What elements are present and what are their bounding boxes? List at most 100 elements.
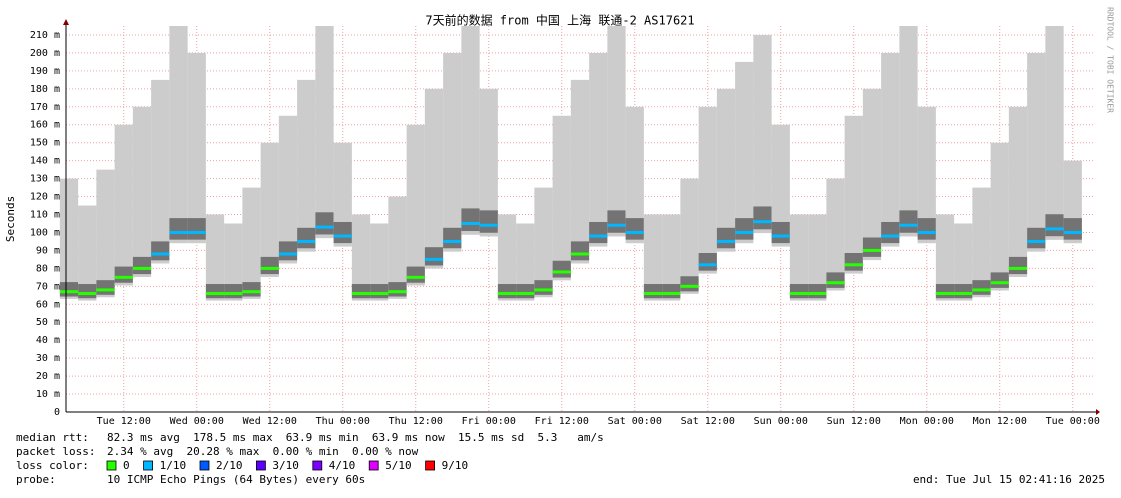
smoke-core bbox=[132, 256, 152, 275]
chart-title: 7天前的数据 from 中国 上海 联通-2 AS17621 bbox=[425, 13, 694, 28]
smoke-core bbox=[808, 284, 827, 299]
smoke bbox=[917, 106, 936, 244]
smoke bbox=[954, 223, 973, 301]
smoke bbox=[278, 115, 298, 264]
median bbox=[132, 266, 152, 270]
legend-label: 2/10 bbox=[216, 459, 243, 472]
median bbox=[260, 266, 279, 270]
probe-text: 10 ICMP Echo Pings (64 Bytes) every 60s bbox=[107, 473, 365, 486]
median bbox=[662, 292, 681, 296]
y-tick-label: 180 m bbox=[30, 84, 60, 95]
median bbox=[844, 263, 863, 267]
y-tick-label: 0 bbox=[54, 407, 60, 418]
legend-swatch bbox=[199, 460, 210, 471]
plot bbox=[59, 26, 1093, 413]
x-tick-label: Mon 00:00 bbox=[900, 416, 954, 427]
smoke-core bbox=[516, 284, 535, 299]
legend-label: loss color: bbox=[16, 459, 89, 472]
smoke-core bbox=[1008, 256, 1028, 275]
smoke bbox=[862, 88, 882, 261]
median bbox=[881, 234, 900, 238]
smoke-core bbox=[315, 212, 334, 235]
smoke bbox=[735, 61, 754, 244]
x-tick-label: Sun 00:00 bbox=[754, 416, 808, 427]
smoke-core bbox=[205, 284, 225, 299]
median bbox=[607, 223, 626, 227]
smoke bbox=[881, 52, 900, 247]
legend-swatch bbox=[255, 460, 266, 471]
median bbox=[789, 292, 809, 296]
median bbox=[735, 230, 754, 234]
y-tick-label: 110 m bbox=[30, 210, 60, 221]
y-tick-label: 30 m bbox=[36, 353, 60, 364]
smoke bbox=[333, 142, 352, 247]
median bbox=[771, 234, 790, 238]
smoke bbox=[297, 79, 316, 252]
smoke-core bbox=[370, 284, 389, 299]
median bbox=[534, 288, 553, 292]
median bbox=[333, 234, 352, 238]
y-tick-label: 20 m bbox=[36, 371, 60, 382]
smoke bbox=[899, 26, 918, 237]
smoke bbox=[242, 187, 261, 299]
legend-label: 1/10 bbox=[160, 459, 187, 472]
smoke bbox=[315, 26, 334, 239]
smoke bbox=[132, 106, 152, 277]
median bbox=[461, 221, 480, 225]
smoke bbox=[169, 26, 188, 244]
smoke-core bbox=[826, 272, 845, 288]
smoke-core bbox=[406, 266, 425, 283]
y-tick-label: 120 m bbox=[30, 192, 60, 203]
median bbox=[388, 290, 407, 294]
smoke-core bbox=[424, 247, 444, 266]
median bbox=[187, 230, 206, 234]
smoke-core bbox=[735, 218, 754, 240]
y-tick-label: 140 m bbox=[30, 156, 60, 167]
smoke bbox=[260, 142, 279, 277]
median bbox=[570, 252, 590, 256]
smoke-core bbox=[625, 218, 644, 240]
smoke-core bbox=[844, 253, 863, 271]
probe-label: probe: bbox=[16, 473, 56, 486]
smoke-core bbox=[643, 284, 663, 299]
x-tick-label: Sat 12:00 bbox=[681, 416, 735, 427]
legend-swatch bbox=[143, 460, 154, 471]
credit: RRDTOOL / TOBI OETIKER bbox=[1106, 7, 1115, 113]
smoke-core bbox=[388, 282, 407, 297]
smoke bbox=[187, 52, 206, 244]
median bbox=[242, 290, 261, 294]
median bbox=[59, 290, 79, 294]
y-tick-label: 200 m bbox=[30, 48, 60, 59]
smoke-core bbox=[169, 218, 188, 240]
smoke bbox=[826, 178, 845, 291]
y-axis-label: Seconds bbox=[4, 196, 17, 242]
stat-text: 82.3 ms avg 178.5 ms max 63.9 ms min 63.… bbox=[107, 431, 604, 444]
smoke-core bbox=[242, 282, 261, 297]
median bbox=[443, 239, 462, 243]
median bbox=[990, 281, 1009, 285]
median bbox=[698, 263, 717, 267]
smoke bbox=[570, 79, 590, 264]
smoke bbox=[753, 34, 772, 234]
y-tick-label: 70 m bbox=[36, 281, 60, 292]
smoke-core bbox=[917, 218, 936, 240]
smoke-core bbox=[680, 276, 699, 292]
y-tick-label: 190 m bbox=[30, 66, 60, 77]
median bbox=[406, 275, 425, 279]
median bbox=[1027, 239, 1046, 243]
legend-label: 9/10 bbox=[442, 459, 469, 472]
x-tick-label: Sat 00:00 bbox=[608, 416, 662, 427]
median bbox=[479, 223, 498, 227]
median bbox=[169, 230, 188, 234]
smoke-core bbox=[972, 280, 991, 295]
smoke bbox=[990, 142, 1009, 291]
smoke-core bbox=[899, 210, 918, 233]
smoke bbox=[461, 26, 480, 235]
smoke-core bbox=[78, 284, 97, 299]
median bbox=[1063, 230, 1082, 234]
smoke-core bbox=[260, 256, 279, 275]
smoke bbox=[1008, 106, 1028, 277]
smoke-core bbox=[881, 221, 900, 244]
smoke bbox=[680, 178, 699, 294]
median bbox=[1008, 266, 1028, 270]
